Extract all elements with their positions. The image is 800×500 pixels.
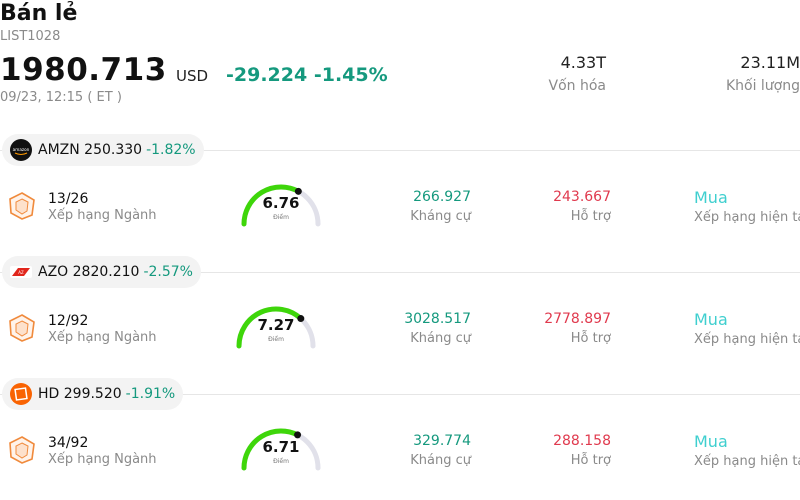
rating-value: Mua bbox=[694, 310, 728, 329]
industry-rank-label: Xếp hạng Ngành bbox=[48, 208, 157, 223]
divider bbox=[0, 272, 800, 273]
change-percent: -2.57% bbox=[143, 264, 193, 280]
support-value: 288.158 bbox=[553, 433, 611, 449]
divider bbox=[0, 150, 800, 151]
symbol-price: AZO 2820.210 bbox=[38, 264, 140, 280]
timestamp: 09/23, 12:15 ( ET ) bbox=[0, 90, 122, 105]
symbol-price: AMZN 250.330 bbox=[38, 142, 143, 158]
stock-block: AZ AZO 2820.210 -2.57% 12/92 Xếp hạng Ng… bbox=[0, 256, 800, 378]
score-label: Điểm bbox=[268, 336, 284, 343]
industry-rank: 13/26 bbox=[48, 191, 89, 207]
svg-text:amazon: amazon bbox=[13, 147, 30, 152]
support-label: Hỗ trợ bbox=[570, 209, 611, 224]
volume-value: 23.11M bbox=[740, 53, 800, 72]
change-percent: -1.82% bbox=[146, 142, 196, 158]
rating-label: Xếp hạng hiện tại bbox=[694, 210, 800, 225]
stock-chip[interactable]: amazon AMZN 250.330 -1.82% bbox=[2, 134, 204, 166]
symbol-price: HD 299.520 bbox=[38, 386, 122, 402]
rating-value: Mua bbox=[694, 432, 728, 451]
resistance-value: 329.774 bbox=[413, 433, 471, 449]
change-percent: -1.91% bbox=[125, 386, 176, 402]
change-percent: -1.45% bbox=[313, 64, 388, 86]
rating-label: Xếp hạng hiện tại bbox=[694, 454, 800, 469]
stock-chip[interactable]: AZ AZO 2820.210 -2.57% bbox=[2, 256, 201, 288]
score-value: 6.71 bbox=[262, 438, 300, 456]
stock-chip[interactable]: HD 299.520 -1.91% bbox=[2, 378, 184, 410]
resistance-label: Kháng cự bbox=[410, 209, 471, 224]
svg-text:AZ: AZ bbox=[18, 270, 24, 275]
index-price: 1980.713 bbox=[0, 52, 167, 88]
score-value: 7.27 bbox=[257, 316, 295, 334]
resistance-value: 3028.517 bbox=[404, 311, 471, 327]
industry-rank-label: Xếp hạng Ngành bbox=[48, 452, 157, 467]
market-cap-value: 4.33T bbox=[560, 53, 606, 72]
industry-rank-label: Xếp hạng Ngành bbox=[48, 330, 157, 345]
score-value: 6.76 bbox=[262, 194, 300, 212]
currency-label: USD bbox=[176, 67, 209, 85]
amazon-logo: amazon bbox=[10, 139, 32, 161]
industry-rank: 12/92 bbox=[48, 313, 89, 329]
score-label: Điểm bbox=[273, 458, 289, 465]
page-title: Bán lẻ bbox=[0, 1, 78, 26]
rating-label: Xếp hạng hiện tại bbox=[694, 332, 800, 347]
support-value: 243.667 bbox=[553, 189, 611, 205]
industry-rank-icon bbox=[8, 435, 36, 469]
score-label: Điểm bbox=[273, 214, 289, 221]
resistance-label: Kháng cự bbox=[410, 453, 471, 468]
home-depot-logo bbox=[10, 383, 32, 405]
industry-rank-icon bbox=[8, 191, 36, 225]
stock-block: HD 299.520 -1.91% 34/92 Xếp hạng Ngành 6… bbox=[0, 378, 800, 500]
resistance-value: 266.927 bbox=[413, 189, 471, 205]
resistance-label: Kháng cự bbox=[410, 331, 471, 346]
volume-label: Khối lượng bbox=[725, 78, 800, 94]
industry-rank-icon bbox=[8, 313, 36, 347]
autozone-logo: AZ bbox=[10, 261, 32, 283]
rating-value: Mua bbox=[694, 188, 728, 207]
market-cap-label: Vốn hóa bbox=[548, 78, 606, 94]
divider bbox=[0, 394, 800, 395]
price-change: -29.224 -1.45% bbox=[226, 64, 388, 86]
list-code: LIST1028 bbox=[0, 29, 61, 44]
support-label: Hỗ trợ bbox=[570, 331, 611, 346]
stock-block: amazon AMZN 250.330 -1.82% 13/26 Xếp hạn… bbox=[0, 134, 800, 256]
industry-rank: 34/92 bbox=[48, 435, 89, 451]
support-label: Hỗ trợ bbox=[570, 453, 611, 468]
change-value: -29.224 bbox=[226, 64, 308, 86]
support-value: 2778.897 bbox=[544, 311, 611, 327]
